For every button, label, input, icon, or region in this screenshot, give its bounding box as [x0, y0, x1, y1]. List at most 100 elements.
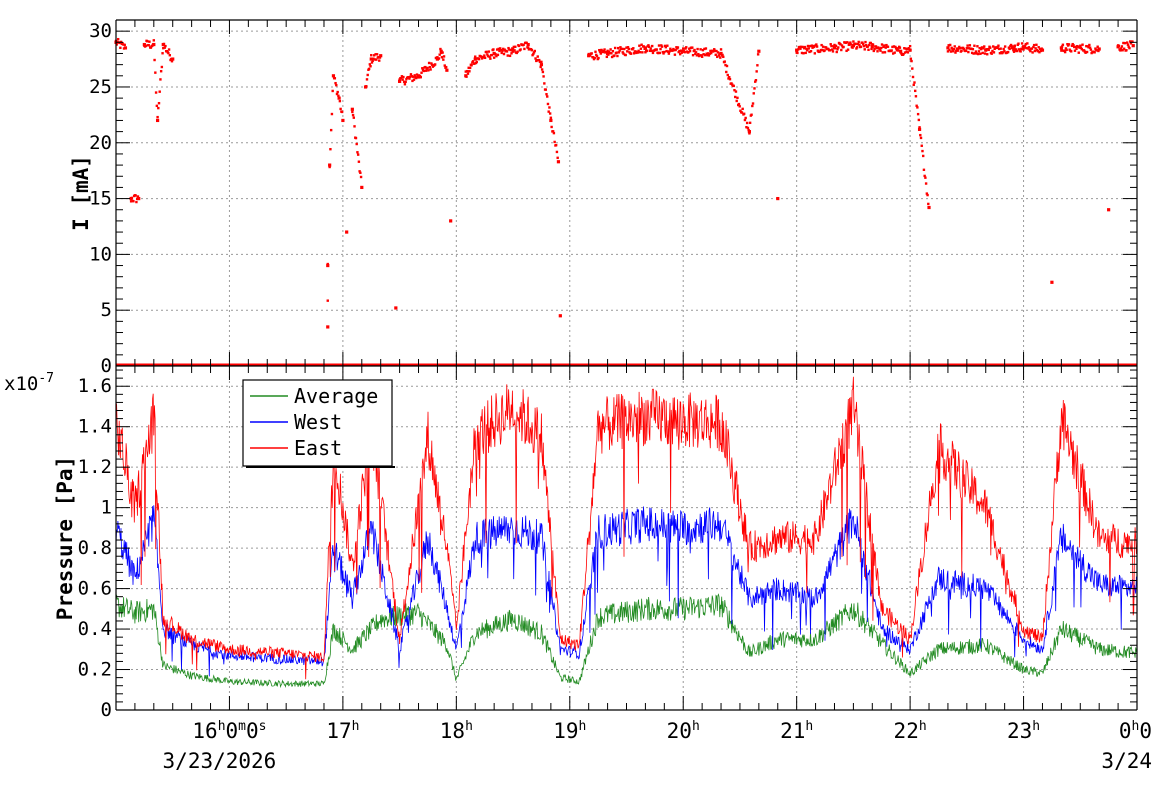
current-data-point [739, 109, 742, 112]
current-data-point [402, 80, 406, 83]
current-data-point [428, 65, 432, 69]
current-data-point [1009, 43, 1013, 47]
current-y-tick-label: 15 [89, 188, 112, 210]
current-data-point [123, 46, 128, 50]
current-data-point [700, 54, 703, 57]
current-data-point [499, 48, 503, 52]
current-data-point [508, 48, 511, 51]
current-data-point [505, 50, 509, 53]
current-data-point [368, 63, 372, 66]
current-data-point [595, 53, 598, 57]
current-data-point [424, 65, 427, 69]
current-y-tick-label: 25 [89, 76, 112, 98]
current-data-point [418, 76, 421, 79]
current-data-point [547, 110, 550, 113]
current-data-point [1028, 48, 1031, 52]
current-data-point [776, 196, 780, 201]
current-data-point [866, 45, 869, 48]
current-data-point [464, 74, 468, 78]
current-data-point [1131, 40, 1134, 43]
current-data-point [483, 56, 487, 60]
current-data-point [335, 92, 339, 96]
current-data-point [1119, 49, 1122, 52]
current-data-point [498, 47, 502, 50]
current-data-point [1087, 46, 1090, 49]
current-data-point [440, 56, 444, 59]
current-data-point [752, 92, 755, 95]
time-tick-part: 20 [667, 719, 692, 743]
current-data-point [371, 59, 374, 63]
current-data-point [502, 47, 505, 51]
current-data-point [341, 118, 345, 123]
current-y-tick-label: 10 [89, 243, 112, 265]
current-data-point [590, 52, 593, 55]
current-data-point [593, 56, 596, 60]
current-data-point [813, 52, 817, 55]
current-data-point [615, 51, 618, 54]
current-data-point [354, 136, 358, 140]
current-data-point [121, 42, 124, 45]
current-data-point [623, 47, 626, 51]
current-data-point [632, 47, 635, 50]
current-data-point [846, 48, 850, 51]
current-data-point [864, 40, 867, 44]
current-data-point [823, 49, 826, 52]
time-tick-unit: h [1132, 719, 1140, 734]
current-data-point [664, 45, 668, 49]
current-data-point [430, 62, 433, 65]
current-data-point [399, 77, 403, 80]
current-data-point [359, 171, 362, 174]
current-data-point [862, 44, 866, 48]
current-data-point [1029, 49, 1032, 53]
current-data-point [655, 48, 658, 51]
current-data-point [408, 75, 412, 79]
current-data-point [1061, 43, 1065, 46]
current-data-point [868, 43, 871, 47]
current-data-point [808, 50, 811, 54]
current-data-point [550, 125, 553, 129]
current-data-point [900, 52, 903, 55]
current-data-point [809, 44, 812, 48]
time-tick-part: 0 [1139, 719, 1152, 743]
current-data-point [727, 77, 730, 80]
current-data-point [894, 47, 898, 50]
current-data-point [1128, 40, 1132, 43]
time-axis-labels: 16h0m0s 17h 18h 19h 20h 21h 22h 23h 0h03/23/2026… [163, 719, 1152, 773]
current-data-point [979, 52, 982, 55]
time-tick-label: 21h [780, 719, 813, 743]
current-data-point [416, 74, 421, 78]
current-data-point [512, 45, 516, 49]
current-data-point [740, 111, 744, 114]
current-data-point [1032, 43, 1036, 47]
current-data-point [500, 51, 503, 55]
current-data-point [546, 95, 549, 98]
current-data-point [756, 53, 760, 56]
current-data-point [836, 48, 839, 51]
current-data-point [902, 52, 905, 56]
time-tick-label: 22h [894, 719, 927, 743]
current-data-point [673, 53, 677, 56]
current-data-point [597, 56, 600, 60]
current-data-point [725, 64, 729, 68]
current-data-point [526, 42, 530, 47]
current-data-point [1006, 50, 1010, 54]
current-data-point [965, 47, 969, 50]
current-data-point [617, 51, 621, 54]
current-data-point [1067, 43, 1071, 46]
current-data-point [975, 52, 978, 55]
current-data-point [912, 83, 915, 87]
current-data-point [378, 59, 381, 62]
time-tick-label: 20h [667, 719, 700, 743]
current-data-point [370, 61, 374, 64]
current-data-point [1022, 48, 1025, 51]
current-data-point [482, 56, 485, 59]
current-data-point [147, 43, 150, 47]
current-data-point [657, 51, 660, 55]
current-data-point [992, 51, 996, 54]
current-data-point [160, 65, 164, 69]
current-data-point [806, 49, 809, 52]
current-data-point [420, 71, 423, 74]
current-data-point [470, 64, 473, 67]
current-data-point [811, 46, 814, 49]
current-data-point [439, 47, 442, 51]
